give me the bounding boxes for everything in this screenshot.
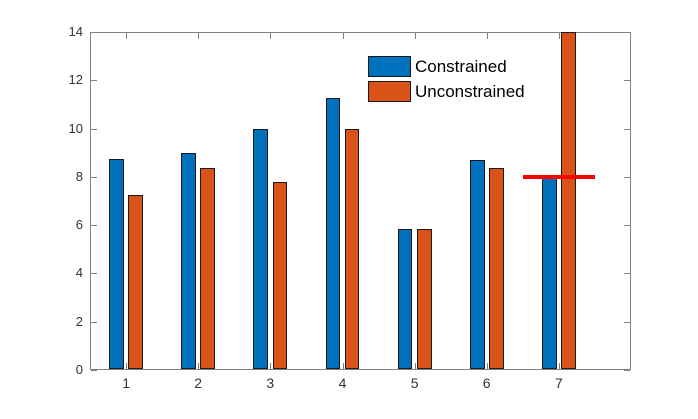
bar-unconstrained-1 — [128, 195, 143, 369]
y-tick-right — [624, 273, 630, 275]
y-tick-left — [91, 273, 97, 275]
bar-constrained-4 — [325, 98, 341, 369]
legend-entry-unconstrained: Unconstrained — [368, 81, 525, 102]
bar-unconstrained-5 — [416, 228, 432, 369]
bar-constrained-1 — [109, 158, 124, 370]
bar-unconstrained-3 — [272, 181, 288, 369]
x-tick-label: 1 — [122, 375, 130, 391]
legend-label-constrained: Constrained — [415, 57, 507, 76]
y-tick-label: 6 — [75, 217, 83, 233]
x-tick-bottom — [414, 363, 416, 369]
bar-unconstrained-6 — [488, 168, 504, 369]
x-tick-top — [270, 33, 272, 39]
x-tick-label: 2 — [194, 375, 203, 391]
y-tick-label: 4 — [75, 265, 83, 281]
y-tick-right — [624, 225, 630, 227]
y-tick-label: 2 — [75, 313, 83, 329]
x-tick-top — [126, 33, 128, 39]
y-tick-left — [91, 321, 97, 323]
y-tick-label: 10 — [68, 120, 83, 136]
x-tick-top — [342, 33, 344, 39]
bar-unconstrained-4 — [344, 128, 360, 369]
legend-swatch-constrained — [368, 56, 411, 77]
x-tick-top — [558, 33, 560, 39]
x-tick-label: 3 — [266, 375, 275, 391]
x-tick-label: 6 — [482, 375, 491, 391]
x-tick-bottom — [342, 363, 344, 369]
bar-constrained-5 — [397, 228, 413, 369]
y-tick-right — [624, 176, 630, 178]
bar-constrained-3 — [253, 128, 269, 369]
x-tick-top — [198, 33, 200, 39]
legend-swatch-unconstrained — [368, 81, 411, 102]
y-tick-left — [91, 370, 97, 371]
x-tick-label: 7 — [554, 375, 563, 391]
y-tick-label: 14 — [68, 24, 83, 39]
y-tick-right — [624, 80, 630, 82]
y-tick-right — [624, 321, 630, 323]
x-tick-top — [486, 33, 488, 39]
x-tick-label: 4 — [338, 375, 347, 391]
y-tick-left — [91, 225, 97, 227]
y-tick-right — [624, 32, 630, 33]
y-tick-right — [624, 370, 630, 371]
bar-unconstrained-7 — [561, 32, 576, 369]
y-tick-left — [91, 128, 97, 130]
x-tick-bottom — [126, 363, 128, 369]
y-tick-label: 0 — [75, 362, 83, 377]
legend-label-unconstrained: Unconstrained — [415, 82, 525, 101]
bar-unconstrained-2 — [200, 168, 216, 369]
y-tick-left — [91, 176, 97, 178]
threshold-line — [522, 174, 595, 179]
y-tick-label: 12 — [68, 72, 83, 88]
y-tick-left — [91, 32, 97, 33]
x-tick-label: 5 — [410, 375, 419, 391]
x-tick-bottom — [270, 363, 272, 369]
bar-constrained-2 — [181, 152, 196, 369]
y-tick-label: 8 — [75, 168, 83, 184]
legend: Constrained Unconstrained — [368, 56, 525, 106]
x-tick-bottom — [198, 363, 200, 369]
y-tick-left — [91, 80, 97, 82]
x-tick-top — [414, 33, 416, 39]
y-tick-right — [624, 128, 630, 130]
legend-entry-constrained: Constrained — [368, 56, 525, 77]
plot-area — [90, 32, 631, 370]
x-tick-bottom — [558, 363, 560, 369]
bar-constrained-7 — [541, 176, 557, 369]
bar-constrained-6 — [469, 160, 485, 369]
x-tick-bottom — [486, 363, 488, 369]
